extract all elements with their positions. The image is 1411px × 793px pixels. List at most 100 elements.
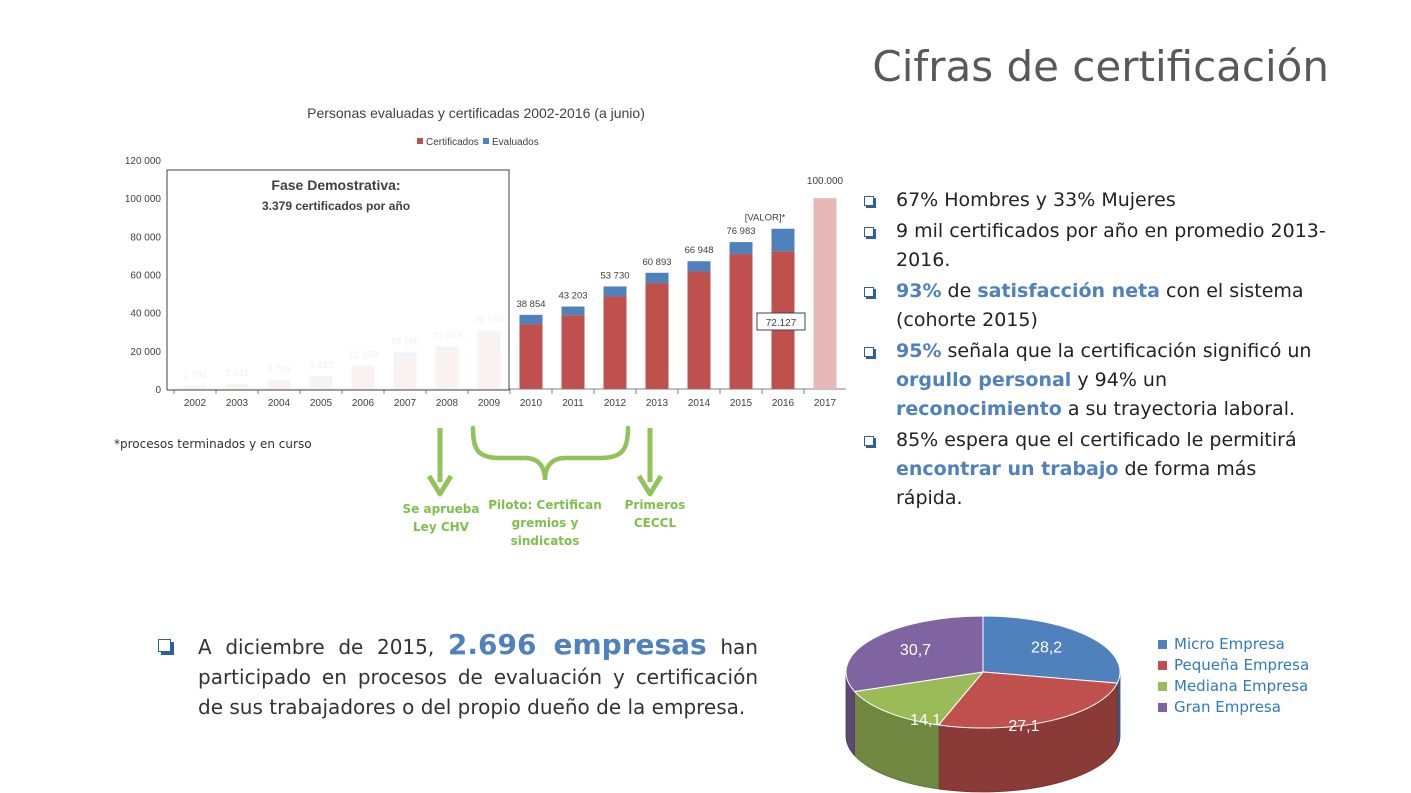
bar-total-label: 76 983 [726,226,755,237]
phase-box-subtitle: 3.379 certificados por año [262,199,410,213]
checkbox-bullet-icon [158,639,171,652]
bar-total-label: 60 893 [642,257,671,268]
legend-label: Mediana Empresa [1174,677,1309,695]
checkbox-bullet-icon [864,227,874,237]
bar-evaluados [729,242,753,255]
legend-swatch [1158,682,1167,691]
x-axis: 2002 2003 2004 2005 2006 2007 2008 2009 2010 2011… [173,388,846,409]
y-tick-label: 120 000 [125,156,162,167]
bullet-text: de forma más rápida. [896,458,1257,509]
page-title: Cifras de certificación [872,42,1329,91]
legend-label: Certificados [426,137,479,148]
bullet-highlight: 95% [896,340,942,362]
primeros-arrow [636,428,664,497]
bullet-text: 9 mil certificados por año en promedio 2… [896,220,1326,271]
stat-bullet: 93% de satisfacción neta con el sistema … [858,277,1328,335]
bar-certificados [729,254,753,389]
bullet-highlight: satisfacción neta [977,280,1160,302]
bar-total-label: 53 730 [600,270,629,281]
bullet-text: a su trayectoria laboral. [1061,398,1296,420]
legend-swatch [1158,661,1167,670]
bar-evaluados [519,314,543,325]
pie-slice-gran-empresa [845,615,984,693]
y-tick-label: 60 000 [130,271,161,282]
bar-total-label: 38 854 [516,299,545,310]
x-tick-label: 2015 [730,398,753,409]
bullet-text: con el sistema (cohorte 2015) [896,280,1304,331]
x-tick-label: 2012 [604,398,627,409]
stat-bullet: 67% Hombres y 33% Mujeres [858,186,1328,215]
y-tick-label: 0 [155,385,161,396]
cert-label-2016: 72.127 [766,318,797,329]
pie-slice-label: 28,2 [1031,639,1062,656]
empresas-count: 2.696 empresas [447,628,707,661]
bar-projection [813,198,837,389]
x-tick-label: 2008 [436,398,459,409]
bar-evaluados [561,306,585,316]
x-tick-label: 2016 [772,398,795,409]
bar-total-label: [VALOR]* [745,213,786,224]
empresas-paragraph: A diciembre de 2015, 2.696 empresas han … [158,630,758,722]
x-tick-label: 2003 [226,398,249,409]
bullet-text: de [941,280,978,302]
legend-label: Micro Empresa [1174,635,1285,653]
phase-label-primeros: Primeros CECCL [624,498,686,530]
stats-bullet-list: 67% Hombres y 33% Mujeres 9 mil certifica… [858,186,1328,515]
pie-slice-micro-empresa [982,615,1121,684]
ley-arrow [426,428,454,497]
cert-label-box [756,312,806,331]
pie-slice-pequeña-empresa [937,671,1119,729]
stat-bullet: 9 mil certificados por año en promedio 2… [858,217,1328,275]
y-tick-label: 20 000 [130,347,161,358]
checkbox-bullet-icon [864,287,874,297]
bar-certificados [687,271,711,389]
x-tick-label: 2011 [562,398,584,409]
pie-slice-label: 30,7 [900,642,931,659]
bar-evaluados [645,272,669,284]
legend-label: Pequeña Empresa [1174,656,1310,674]
y-tick-label: 100 000 [125,194,162,205]
bullet-highlight: reconocimiento [896,398,1062,420]
pie-legend: Micro Empresa Pequeña Empresa Mediana Empr… [1158,634,1309,718]
legend-label: Evaluados [492,137,539,148]
legend-swatch [417,138,423,144]
bar-projection-label: 100.000 [807,176,844,187]
bar-chart-legend: Certificados Evaluados [417,137,539,148]
x-tick-label: 2009 [478,398,501,409]
pie-legend-item: Mediana Empresa [1158,676,1309,697]
bar-certificados [603,296,627,389]
bullet-text: 85% espera que el certificado le permiti… [896,429,1297,451]
footnote: *procesos terminados y en curso [114,437,312,451]
bullet-text: y 94% un [1071,369,1168,391]
pie-slice-label: 14,1 [910,712,941,729]
legend-swatch [483,138,489,144]
pie-legend-item: Micro Empresa [1158,634,1309,655]
bar-total-label: 66 948 [684,245,713,256]
x-tick-label: 2017 [814,398,837,409]
phase-label-piloto: Piloto: Certifican gremios y sindicatos [488,498,602,548]
pie-legend-item: Gran Empresa [1158,697,1309,718]
bullet-highlight: orgullo personal [896,369,1072,391]
bullet-highlight: encontrar un trabajo [896,458,1119,480]
checkbox-bullet-icon [864,347,874,357]
pie-chart: 28,2 27,1 14,1 30,7 [845,615,1121,793]
pie-slice-label: 27,1 [1008,718,1039,735]
checkbox-bullet-icon [864,436,874,446]
pie-legend-item: Pequeña Empresa [1158,655,1309,676]
bar-certificados [645,283,669,389]
x-tick-label: 2007 [394,398,417,409]
bullet-text: señala que la certificación significó un [941,340,1312,362]
bar-evaluados [771,228,795,252]
bar-certificados [519,324,543,389]
x-tick-label: 2002 [184,398,207,409]
x-tick-label: 2014 [688,398,711,409]
phase-box [166,169,510,391]
bullet-highlight: 93% [896,280,942,302]
pie-slice-mediana-empresa [853,671,985,726]
phase-box-title: Fase Demostrativa: [271,177,400,193]
legend-swatch [1158,640,1167,649]
stat-bullet: 85% espera que el certificado le permiti… [858,426,1328,513]
y-tick-label: 80 000 [130,232,161,243]
bullet-text: 67% Hombres y 33% Mujeres [896,189,1176,211]
